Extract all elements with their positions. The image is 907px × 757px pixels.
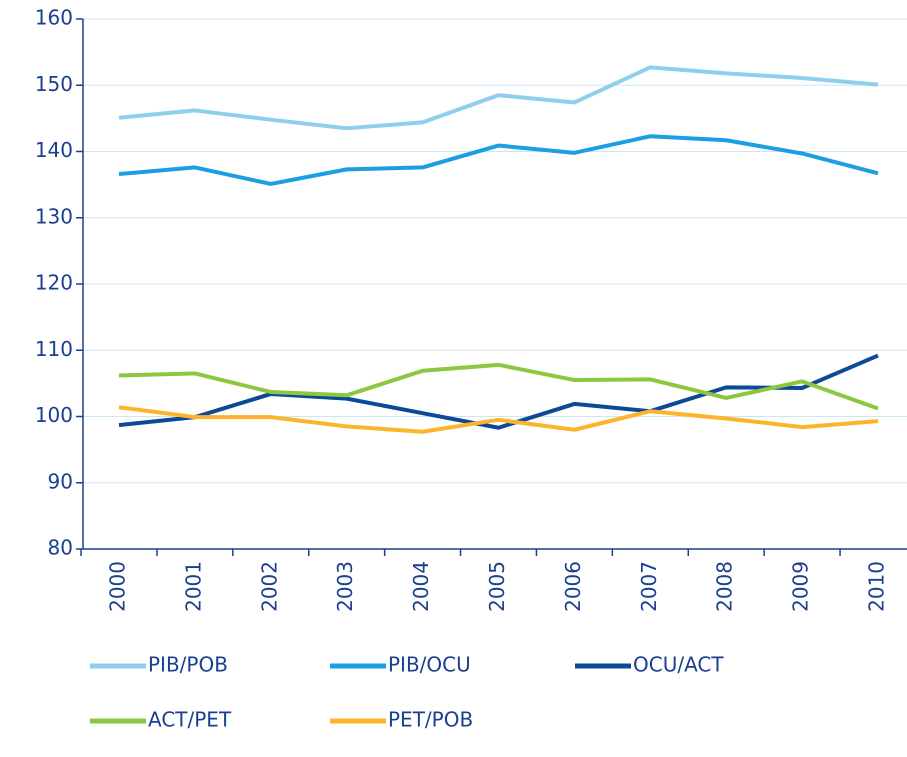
y-tick-label: 140 bbox=[35, 138, 73, 162]
x-tick-label: 2006 bbox=[561, 561, 585, 612]
y-tick-label: 160 bbox=[35, 6, 73, 30]
plot bbox=[118, 65, 879, 434]
data-line bbox=[118, 134, 879, 186]
y-tick-label: 130 bbox=[35, 204, 73, 228]
legend: PIB/POB PIB/OCU OCU/ACT ACT/PET PET/POB bbox=[90, 653, 724, 732]
y-tick-label: 80 bbox=[48, 536, 73, 560]
legend-label: PET/POB bbox=[388, 708, 473, 732]
y-tick-label: 120 bbox=[35, 271, 73, 295]
x-tick-label: 2010 bbox=[865, 561, 889, 612]
y-tick-label: 90 bbox=[48, 469, 73, 493]
y-tick-label: 100 bbox=[35, 403, 73, 427]
data-line bbox=[118, 353, 879, 430]
data-line bbox=[118, 405, 879, 434]
legend-label: PIB/OCU bbox=[388, 653, 471, 677]
x-tick-label: 2007 bbox=[637, 561, 661, 612]
x-tick-label: 2000 bbox=[106, 561, 130, 612]
x-tick-label: 2003 bbox=[333, 561, 357, 612]
axes: 80 90 100 110 120 130 140 150 160 2000 2001 2002 200… bbox=[35, 6, 907, 612]
x-tick-label: 2004 bbox=[409, 561, 433, 612]
x-tick-label: 2008 bbox=[713, 561, 737, 612]
x-tick-label: 2009 bbox=[789, 561, 813, 612]
x-tick-label: 2001 bbox=[181, 561, 205, 612]
data-line bbox=[118, 65, 879, 131]
y-tick-label: 110 bbox=[35, 337, 73, 361]
x-tick-label: 2005 bbox=[485, 561, 509, 612]
y-tick-label: 150 bbox=[35, 72, 73, 96]
x-tick-label: 2002 bbox=[257, 561, 281, 612]
legend-label: ACT/PET bbox=[148, 708, 232, 732]
data-line bbox=[118, 362, 879, 411]
legend-label: PIB/POB bbox=[148, 653, 228, 677]
legend-label: OCU/ACT bbox=[633, 653, 724, 677]
